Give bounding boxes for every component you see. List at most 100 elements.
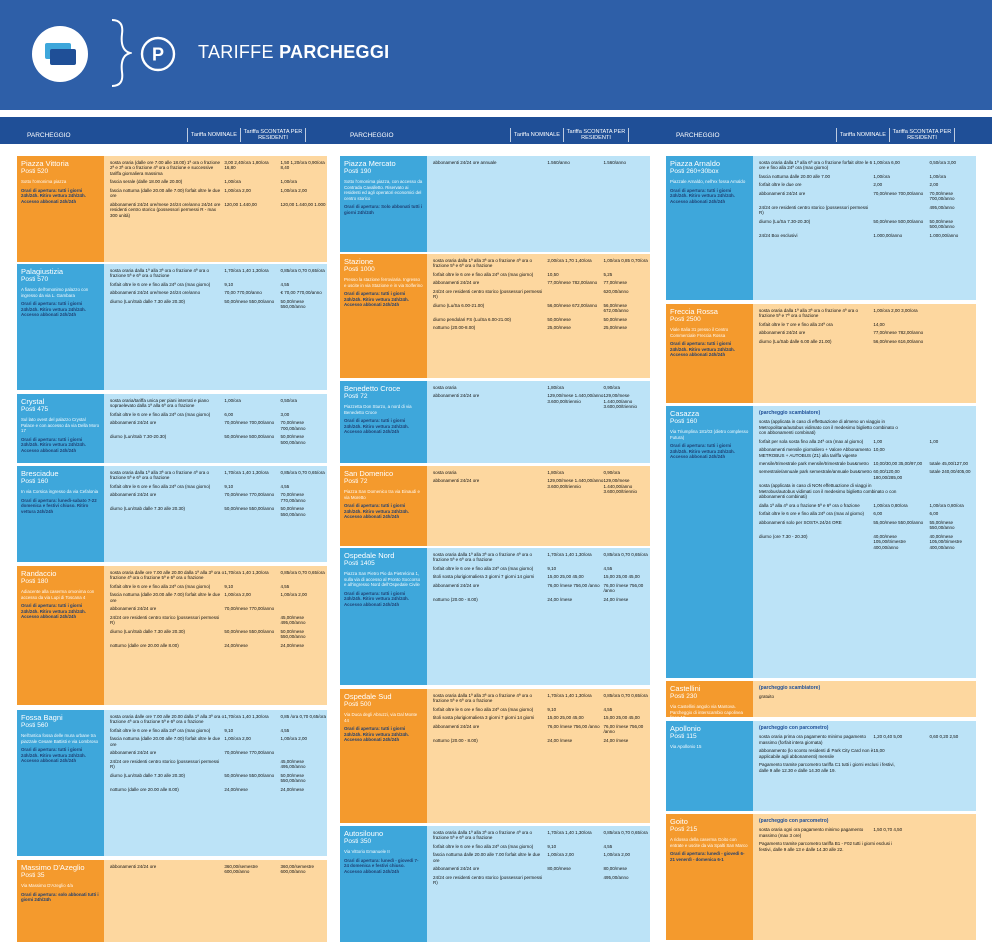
- parking-spaces: Posti 350: [344, 837, 372, 845]
- tariff-row: abbonamenti 24/24 ore 70,00/mese 700,00/a…: [759, 191, 976, 202]
- tariff-description: sosta oraria: [433, 385, 457, 390]
- tariff-resident: 50,00/mese 500,00/anno: [280, 434, 306, 445]
- tariff-description: 24/24 ore residenti centro storico (poss…: [110, 758, 220, 770]
- column-header: PARCHEGGIO Tariffa NOMINALE Tariffa SCON…: [17, 126, 327, 144]
- tariff-row: abbonamenti 24/24 ore 70,00/mese 770,00/a…: [110, 750, 327, 755]
- tariff-resident: 0,85/ora 0,70 0,65/ora: [280, 470, 325, 475]
- header-scontata: Tariffa SCONTATA PER RESIDENTI: [892, 128, 952, 141]
- parking-spaces: Posti 260+30box: [670, 167, 719, 175]
- tariff-list: abbonamenti 24/24 ore annuale 1.560/anno 1…: [427, 156, 650, 252]
- tariff-resident: 1,50 1,20/ora 0,90/ora 8,40: [280, 160, 325, 171]
- tariff-nominal: 24,00 /mese: [547, 596, 573, 602]
- tariff-description: sosta oraria dalla 1ª alla 3ª ora o fraz…: [433, 258, 533, 269]
- tariff-resident: 24,00 /mese: [603, 596, 629, 602]
- tariff-description: abbonamenti 24/24 ore: [433, 280, 480, 286]
- tariff-row: diurno (Lun/Sab dalle 7.30 alle 20.30) 50…: [110, 506, 327, 517]
- parking-hours: Orari di apertura: tutti i giorni 24h/24…: [344, 291, 409, 307]
- tariff-description: fascia notturna (dalle 20.00 alle 7.00) …: [110, 736, 221, 747]
- parking-location: Viale Italia 31 presso il Centro Commerc…: [670, 327, 729, 338]
- tariff-description: sosta (applicata in caso di NON effettua…: [759, 483, 897, 500]
- tariff-row: dalla 1ª alla 4ª ora o frazione 5ª e 6ª …: [759, 503, 976, 508]
- tariff-description: forfait oltre le 6 ore e fino alla 24ª o…: [433, 565, 534, 571]
- tariff-resident: 5,25: [603, 271, 613, 277]
- parking-name: Fossa Bagni: [21, 713, 63, 722]
- parking-block: Piazza Arnaldo Posti 260+30box Piazzale Ar…: [666, 156, 976, 300]
- tariff-nominal: 70,00/mese 770,00/anno: [224, 750, 275, 756]
- tariff-row: fascia notturna (dalle 20.00 alle 7.00) …: [110, 188, 327, 199]
- tariff-row: sosta oraria dalle ore 7.00 alle 20.00 d…: [110, 570, 327, 581]
- tariff-description: forfait oltre le 6 ore e fino alla 24ª o…: [110, 281, 211, 287]
- tariff-row: 24/24 ore residenti centro storico (poss…: [433, 875, 650, 886]
- tariff-resident: 15,00 25,00 45,00: [603, 574, 640, 580]
- tariff-nominal: [224, 759, 280, 770]
- tariff-nominal: 10,00: [873, 447, 885, 453]
- tariff-description: forfait oltre le 6 ore e fino alla 24ª o…: [110, 727, 211, 733]
- tariff-row: diurno (ore 7.30 - 20.30) 40,00/mese 105,…: [759, 534, 976, 550]
- tariff-resident: 45,00/mese 495,00/anno: [280, 614, 306, 626]
- parking-spaces: Posti 1000: [344, 265, 375, 273]
- tariff-resident: 0,50/ora 3,00: [929, 160, 957, 165]
- tariff-resident: 45,00/mese 495,00/anno: [280, 758, 306, 770]
- tariff-resident: 25,00/mese: [603, 325, 628, 331]
- tariff-description: 24/24 ore residenti centro storico (poss…: [759, 204, 869, 216]
- tariff-nominal: 1,80/ora: [547, 385, 564, 390]
- parking-hours: Orari di apertura: tutti i giorni 24h/24…: [21, 603, 86, 619]
- tariff-description: abbonamenti 24/24 ore: [110, 750, 157, 756]
- header-nominale: Tariffa NOMINALE: [840, 131, 886, 138]
- tariff-resident: totale 240,00/405,00: [929, 469, 971, 475]
- parking-info: Goito Posti 215 A ridosso della caserma Go…: [666, 814, 753, 940]
- tariff-nominal: 15,00 25,00 45,00: [547, 574, 584, 580]
- tariff-row: Pagamento tramite parcometro tariffa C1 …: [759, 762, 976, 773]
- column-2: PARCHEGGIO Tariffa NOMINALE Tariffa SCON…: [340, 126, 650, 948]
- tariff-nominal: 2,00/ora 1,70 1,40/ora: [547, 258, 592, 263]
- parking-type: (parcheggio scambiatore): [759, 685, 821, 691]
- tariff-list: sosta oraria dalla 1ª alla 3ª ora o fraz…: [753, 304, 976, 403]
- tariff-row: 24/24 ore residenti centro storico (poss…: [110, 759, 327, 770]
- tariff-resident: 0,85 /ora 0,70 0,65/ora: [280, 714, 327, 719]
- tariff-list: (parcheggio scambiatore) sosta (applicata…: [753, 406, 976, 678]
- tariff-row: forfait oltre le 6 ore e fino alla 24ª o…: [433, 707, 650, 712]
- parking-name: Crystal: [21, 397, 45, 406]
- parking-info: Massimo D'Azeglio Posti 35 Via Massimo D'A…: [17, 860, 104, 942]
- tariff-description: abbonamenti 24/24 ore: [759, 330, 806, 336]
- parking-type: (parcheggio con parcometro): [759, 725, 829, 731]
- tariff-resident: 4,55: [603, 706, 613, 712]
- tariff-row: forfait oltre le 6 ore e fino alla 24ª o…: [110, 412, 327, 417]
- tariff-resident: 4,55: [280, 727, 290, 733]
- tariff-nominal: 24,00 /mese: [547, 737, 573, 743]
- tariff-description: abbonamenti 24/24 ore: [110, 864, 157, 869]
- tariff-row: abbonamenti 24/24 ore 76,00 /mese 756,00 …: [433, 724, 650, 735]
- tariff-resident: 76,00 /mese 756,00 /anno: [603, 582, 644, 594]
- tariff-resident: 0,85/ora 0,70 0,65/ora: [603, 830, 648, 835]
- header-scontata: Tariffa SCONTATA PER RESIDENTI: [566, 128, 626, 141]
- tariff-description: forfait oltre le 7 ore e fino alla 24ª o…: [759, 321, 833, 327]
- tariff-row: forfait oltre le 6 ore e fino alla 24ª o…: [433, 566, 650, 571]
- tariff-resident: [943, 841, 976, 852]
- tariff-nominal: 76,00 /mese 756,00 /anno: [547, 723, 600, 729]
- tariff-resident: 1,00/ora: [929, 173, 947, 179]
- tariff-nominal: 9,10: [224, 483, 234, 489]
- tariff-description: sosta oraria ogni ora pagamento minimo p…: [759, 827, 864, 838]
- parking-name: Goito: [670, 817, 688, 826]
- brace-icon: [111, 19, 132, 87]
- tariff-nominal: 70,00/mese 770,00/anno: [224, 492, 275, 498]
- tariff-resident: 0,85/ora 0,70 0,65/ora: [280, 570, 325, 575]
- tariff-resident: 76,00 /mese 756,00 /anno: [603, 723, 644, 735]
- parking-location: Piazzetta Don Sturzo, a nord di via Bene…: [344, 404, 412, 415]
- tariff-row: sosta (applicata in caso di effettuazion…: [759, 419, 976, 435]
- tariff-description: abbonamenti 24/24 ore: [110, 492, 157, 498]
- tariff-description: sosta oraria dalla 1ª alla 3ª ora o fraz…: [759, 308, 859, 319]
- parking-location: Adiacente alla caserma omonima con acces…: [21, 589, 95, 600]
- tariff-description: gratuito: [759, 694, 775, 700]
- tariff-nominal: 1,70/ora 1,40 1,30/ora: [224, 570, 269, 575]
- parking-block: Apollonio Posti 115 Via Apollonio 15 (parch…: [666, 721, 976, 811]
- tariff-description: fascia notturna (dalle 20.00 alle 7.00) …: [110, 592, 221, 603]
- tariff-nominal: 1,00/ora 2,00 3,00/ora: [873, 308, 918, 313]
- tariff-row: 24/24 ore residenti centro storico (poss…: [110, 615, 327, 626]
- tariff-row: forfait oltre le 6 ore e fino alla 24ª o…: [433, 844, 650, 849]
- tariff-resident: 77,00/mese: [603, 280, 628, 286]
- parking-hours: Orari di apertura: lunedì - giovedì 7-24…: [344, 857, 419, 874]
- tariff-nominal: 6,00: [873, 511, 883, 517]
- parking-location: Via Duca degli Abruzzi, via Dal Monte 44: [344, 712, 418, 723]
- tariff-description: abbonamenti solo per SOSTA 24/24 ORE: [759, 519, 842, 525]
